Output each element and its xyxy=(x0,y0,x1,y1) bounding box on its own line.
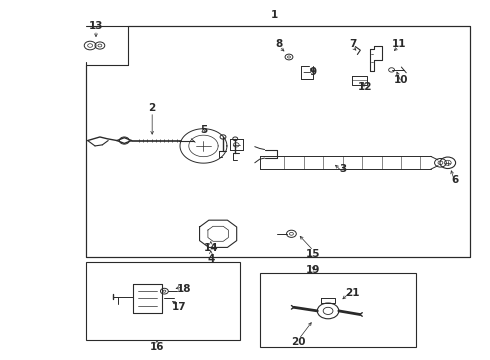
Bar xyxy=(86,262,240,339)
Text: 15: 15 xyxy=(306,248,320,258)
Text: 20: 20 xyxy=(292,337,306,347)
Text: 1: 1 xyxy=(270,10,278,20)
Text: 8: 8 xyxy=(275,39,283,49)
Text: 19: 19 xyxy=(306,265,320,275)
Text: 11: 11 xyxy=(392,39,406,49)
Text: 13: 13 xyxy=(89,21,103,31)
Text: 5: 5 xyxy=(200,125,207,135)
Text: 16: 16 xyxy=(150,342,164,352)
Text: 14: 14 xyxy=(203,243,218,253)
Text: 6: 6 xyxy=(451,175,459,185)
Text: 3: 3 xyxy=(339,164,346,174)
Text: 17: 17 xyxy=(172,302,186,312)
Text: 4: 4 xyxy=(207,254,215,264)
Text: 21: 21 xyxy=(345,288,360,298)
Text: 7: 7 xyxy=(349,39,356,49)
Text: 9: 9 xyxy=(310,67,317,77)
Text: 10: 10 xyxy=(394,75,409,85)
Text: 2: 2 xyxy=(148,103,156,113)
Text: 18: 18 xyxy=(177,284,191,294)
Bar xyxy=(260,273,416,347)
Text: 12: 12 xyxy=(358,82,372,92)
